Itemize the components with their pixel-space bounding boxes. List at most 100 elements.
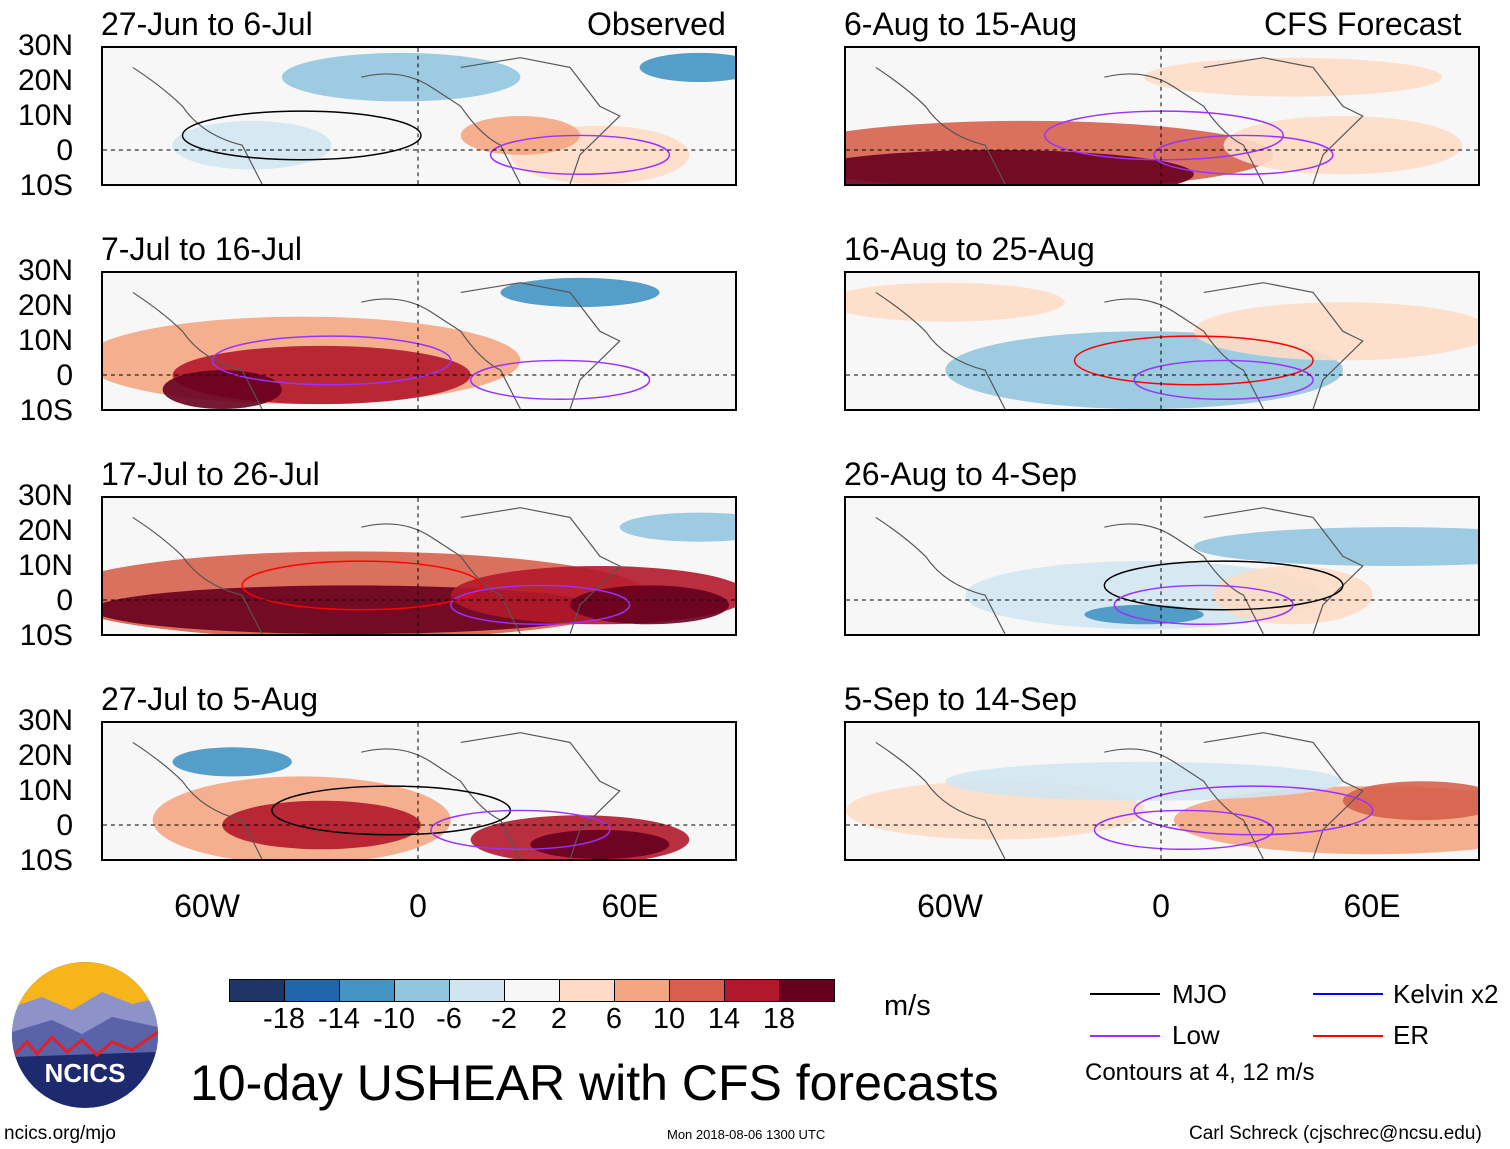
anomaly-region <box>460 116 580 155</box>
anomaly-region <box>639 52 735 82</box>
colorbar-swatch <box>615 980 670 1001</box>
panel-title: 27-Jul to 5-Aug <box>101 681 319 717</box>
lat-label: 20N <box>17 64 73 97</box>
map-panel <box>844 46 1480 186</box>
colorbar-swatch <box>395 980 450 1001</box>
lat-label: 0 <box>56 584 73 617</box>
coastline <box>132 282 621 409</box>
anomaly-region <box>619 512 735 542</box>
anomaly-region <box>1084 604 1204 625</box>
map-panel <box>101 271 737 411</box>
legend-er: ER <box>1393 1020 1430 1050</box>
legend-mjo: MJO <box>1172 979 1227 1009</box>
colorbar-label: 10 <box>652 1003 686 1035</box>
anomaly-region <box>500 277 660 307</box>
colorbar-label: 14 <box>707 1003 741 1035</box>
lat-label: 10S <box>19 394 73 427</box>
colorbar-units: m/s <box>884 990 931 1022</box>
panel-title: 17-Jul to 26-Jul <box>101 456 320 492</box>
colorbar-swatch <box>450 980 505 1001</box>
anomaly-region <box>1144 57 1443 97</box>
anomaly-region <box>846 150 1194 184</box>
legend-kelvin: Kelvin x2 <box>1393 979 1499 1009</box>
colorbar-swatch <box>230 980 285 1001</box>
colorbar-label: 2 <box>550 1003 568 1035</box>
footer-timestamp: Mon 2018-08-06 1300 UTC <box>667 1127 826 1142</box>
anomaly-region <box>162 370 282 409</box>
anomaly-region <box>1342 781 1478 821</box>
panel-title: 6-Aug to 15-Aug <box>844 6 1078 42</box>
lat-label: 20N <box>17 514 73 547</box>
colorbar <box>229 979 835 1002</box>
colorbar-label: 6 <box>605 1003 623 1035</box>
anomaly-region <box>172 747 292 777</box>
colorbar-label: 18 <box>762 1003 796 1035</box>
panel-title: 26-Aug to 4-Sep <box>844 456 1078 492</box>
legend-kelvin-line <box>1313 993 1383 995</box>
lon-label: 60W <box>174 888 240 924</box>
lat-label: 30N <box>17 479 73 512</box>
map-panel <box>101 46 737 186</box>
observed-header: Observed <box>587 6 726 42</box>
lat-label: 10N <box>17 774 73 807</box>
lon-label: 60E <box>601 888 659 924</box>
colorbar-swatch <box>780 980 834 1001</box>
lon-label: 60W <box>917 888 983 924</box>
colorbar-label: -6 <box>436 1003 462 1035</box>
anomaly-region <box>530 829 670 859</box>
lat-label: 10S <box>19 619 73 652</box>
lat-label: 10N <box>17 549 73 582</box>
lat-label: 20N <box>17 289 73 322</box>
legend-low-line <box>1090 1035 1160 1037</box>
map-panel <box>844 271 1480 411</box>
legend-low: Low <box>1172 1020 1220 1050</box>
colorbar-label: -2 <box>491 1003 517 1035</box>
anomaly-region <box>945 761 1343 801</box>
coastline <box>132 732 621 859</box>
colorbar-swatch <box>560 980 615 1001</box>
anomaly-region <box>1223 116 1463 175</box>
lon-label: 0 <box>1152 888 1170 924</box>
forecast-header: CFS Forecast <box>1264 6 1462 42</box>
lon-label: 0 <box>409 888 427 924</box>
footer-credit: Carl Schreck (cjschrec@ncsu.edu) <box>1189 1123 1482 1144</box>
anomaly-region <box>281 52 521 102</box>
coastline <box>132 507 621 634</box>
svg-text:NCICS: NCICS <box>45 1058 126 1088</box>
panel-title: 16-Aug to 25-Aug <box>844 231 1095 267</box>
colorbar-swatch <box>725 980 780 1001</box>
colorbar-swatch <box>340 980 395 1001</box>
lat-label: 0 <box>56 809 73 842</box>
colorbar-label: -14 <box>318 1003 360 1035</box>
lat-label: 10S <box>19 844 73 877</box>
lat-label: 10N <box>17 324 73 357</box>
coastline <box>875 57 1364 184</box>
colorbar-swatch <box>285 980 340 1001</box>
map-panel <box>844 496 1480 636</box>
lon-label: 60E <box>1343 888 1401 924</box>
colorbar-label: -18 <box>263 1003 305 1035</box>
map-panel <box>844 721 1480 861</box>
lat-label: 20N <box>17 739 73 772</box>
footer-url[interactable]: ncics.org/mjo <box>4 1123 116 1144</box>
figure-title: 10-day USHEAR with CFS forecasts <box>190 1055 999 1111</box>
anomaly-region <box>172 120 332 170</box>
colorbar-swatch <box>670 980 725 1001</box>
lat-label: 10N <box>17 99 73 132</box>
panel-title: 27-Jun to 6-Jul <box>101 6 313 42</box>
lat-label: 0 <box>56 134 73 167</box>
coastline <box>875 507 1364 634</box>
lat-label: 30N <box>17 254 73 287</box>
coastline <box>132 57 621 184</box>
contour-note: Contours at 4, 12 m/s <box>1085 1059 1315 1086</box>
lat-label: 30N <box>17 704 73 737</box>
legend-er-line <box>1313 1035 1383 1037</box>
anomaly-region <box>846 282 1065 322</box>
coastline <box>875 282 1364 409</box>
map-panel <box>101 721 737 861</box>
lat-label: 0 <box>56 359 73 392</box>
map-panel <box>101 496 737 636</box>
legend-mjo-line <box>1090 993 1160 995</box>
anomaly-region <box>1213 566 1373 625</box>
